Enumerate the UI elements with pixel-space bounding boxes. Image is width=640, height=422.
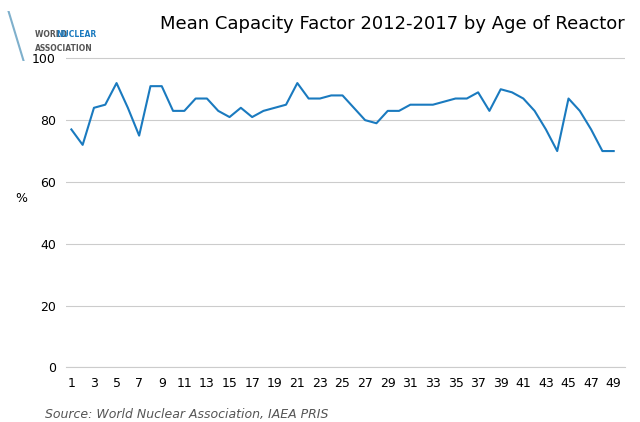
Text: Source: World Nuclear Association, IAEA PRIS: Source: World Nuclear Association, IAEA … (45, 408, 328, 421)
Text: NUCLEAR: NUCLEAR (56, 30, 97, 38)
Y-axis label: %: % (15, 192, 27, 205)
Text: ASSOCIATION: ASSOCIATION (35, 44, 93, 53)
Text: Mean Capacity Factor 2012-2017 by Age of Reactor: Mean Capacity Factor 2012-2017 by Age of… (160, 15, 625, 33)
Text: WORLD: WORLD (35, 30, 70, 38)
